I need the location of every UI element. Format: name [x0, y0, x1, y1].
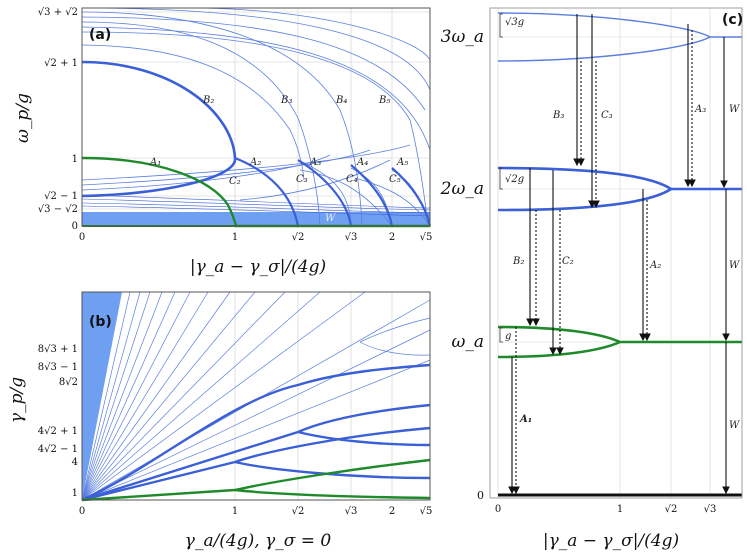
panel-a-b2-curve [81, 60, 237, 198]
gap-brackets [499, 13, 503, 343]
gap-label-3: √3g [505, 17, 524, 28]
a-xtick-1: 1 [232, 232, 238, 243]
label-c3: C₃ [296, 174, 308, 185]
a-ytick-3: √2 − 1 [44, 191, 78, 202]
panel-c-xlabel: |γ_a − γ_σ|/(4g) [543, 531, 679, 551]
panel-a-label: (a) [89, 27, 111, 43]
panel-c-arrow-labels: B₃ C₃ A₃ W B₂ C₂ A₂ W A₁ W [512, 104, 740, 431]
b-xtick-3: √3 [345, 506, 358, 517]
panel-c-dashed-arrows [512, 30, 696, 495]
b-ytick-1: 8√3 − 1 [38, 362, 78, 373]
arrow-label-a3: A₃ [694, 104, 706, 115]
level-label-3: 3ω_a [441, 27, 484, 47]
gap-label-1: g [505, 331, 511, 342]
label-a1: A₁ [149, 157, 161, 168]
a-ytick-5: 0 [72, 221, 78, 232]
a-xtick-0: 0 [79, 232, 85, 243]
a-xtick-3: √3 [345, 232, 358, 243]
b-xtick-2: √2 [292, 506, 305, 517]
b-ytick-0: 8√3 + 1 [38, 344, 78, 355]
arrow-label-a2: A₂ [649, 260, 661, 271]
panel-a-a1-curve [81, 156, 430, 228]
panel-a-curve-labels: B₂ B₃ B₄ B₅ A₁ A₂ A₃ A₄ A₅ C₂ C₃ C₄ C₅ W [149, 95, 408, 224]
panel-b-frame [81, 291, 431, 501]
level-label-2: 2ω_a [440, 179, 484, 199]
label-c5: C₅ [389, 174, 401, 185]
label-b2: B₂ [202, 95, 214, 106]
panel-a-yticks: √3 + √2 √2 + 1 1 √2 − 1 √3 − √2 0 [38, 7, 78, 232]
panel-a-ylabel: ω_p/g [13, 93, 33, 143]
label-a4: A₄ [356, 157, 368, 168]
panel-c-grid [497, 8, 742, 498]
arrow-label-w3: W [729, 104, 740, 115]
a-ytick-1: √2 + 1 [44, 58, 78, 69]
arrow-label-w1: W [729, 420, 740, 431]
c-xtick-0: 0 [495, 504, 501, 515]
panel-a-a-branches [234, 156, 432, 227]
panel-b-label: (b) [89, 314, 112, 330]
panel-a-dense-band [82, 212, 430, 226]
arrow-label-b3: B₃ [552, 110, 564, 121]
panel-b-dense-region [82, 292, 122, 500]
panel-b-fan-lines [81, 291, 431, 501]
a-xtick-4: 2 [389, 232, 395, 243]
b-xtick-0: 0 [79, 506, 85, 517]
arrow-label-b2: B₂ [512, 256, 524, 267]
panel-c-frame [489, 7, 743, 499]
panel-c-gap-labels: √3g √2g g [505, 17, 524, 342]
panel-a-thin-curves [81, 7, 431, 227]
panel-c-levels: 3ω_a 2ω_a ω_a 0 [440, 27, 484, 502]
a-ytick-4: √3 − √2 [38, 204, 78, 215]
panel-c-xticks: 0 1 √2 √3 [495, 504, 717, 515]
panel-a-xlabel: |γ_a − γ_σ|/(4g) [190, 257, 326, 277]
panel-c-label: (c) [722, 12, 743, 28]
label-c2: C₂ [229, 176, 241, 187]
b-ytick-6: 1 [72, 488, 78, 499]
arrow-label-a1: A₁ [519, 414, 532, 425]
b-ytick-5: 4 [72, 457, 78, 468]
label-a2: A₂ [249, 157, 261, 168]
a-ytick-2: 1 [72, 154, 78, 165]
b-ytick-2: 8√2 [59, 377, 78, 388]
b-ytick-3: 4√2 + 1 [38, 426, 78, 437]
panel-a: (a) [81, 7, 432, 228]
label-b5: B₅ [378, 95, 390, 106]
panel-b-yticks: 8√3 + 1 8√3 − 1 8√2 4√2 + 1 4√2 − 1 4 1 [38, 344, 78, 499]
panel-b-branches-thin [359, 317, 431, 356]
b-xtick-1: 1 [232, 506, 238, 517]
label-w-a: W [325, 213, 336, 224]
arrow-label-c3: C₃ [601, 110, 613, 121]
a-ytick-0: √3 + √2 [38, 7, 78, 18]
label-a3: A₃ [309, 157, 321, 168]
gap-label-2: √2g [505, 174, 524, 185]
level-label-0: 0 [477, 489, 484, 502]
b-xtick-4: 2 [389, 506, 395, 517]
label-b3: B₃ [280, 95, 292, 106]
c-xtick-2: √2 [665, 504, 678, 515]
panel-b: (b) [81, 291, 431, 502]
panel-b-xticks: 0 1 √2 √3 2 √5 [79, 506, 433, 517]
panel-b-ylabel: γ_p/g [7, 377, 27, 423]
panel-c: (c) [489, 7, 743, 499]
c-xtick-1: 1 [617, 504, 623, 515]
panel-b-xlabel: γ_a/(4g), γ_σ = 0 [185, 531, 332, 551]
panel-b-thick-blue [81, 363, 431, 502]
b-xtick-5: √5 [420, 506, 433, 517]
b-ytick-4: 4√2 − 1 [38, 444, 78, 455]
label-c4: C₄ [346, 174, 358, 185]
label-b4: B₄ [335, 95, 347, 106]
panel-b-green-lower [234, 488, 431, 500]
a-xtick-5: √5 [420, 232, 433, 243]
arrow-label-w2: W [729, 260, 740, 271]
panel-a-xticks: 0 1 √2 √3 2 √5 [79, 232, 433, 243]
a-xtick-2: √2 [292, 232, 305, 243]
panel-a-frame [81, 7, 431, 227]
panel-c-solid-arrows [508, 14, 730, 495]
c-xtick-3: √3 [704, 504, 717, 515]
arrow-label-c2: C₂ [562, 256, 574, 267]
level-label-1: ω_a [452, 332, 485, 352]
label-a5: A₅ [396, 157, 408, 168]
